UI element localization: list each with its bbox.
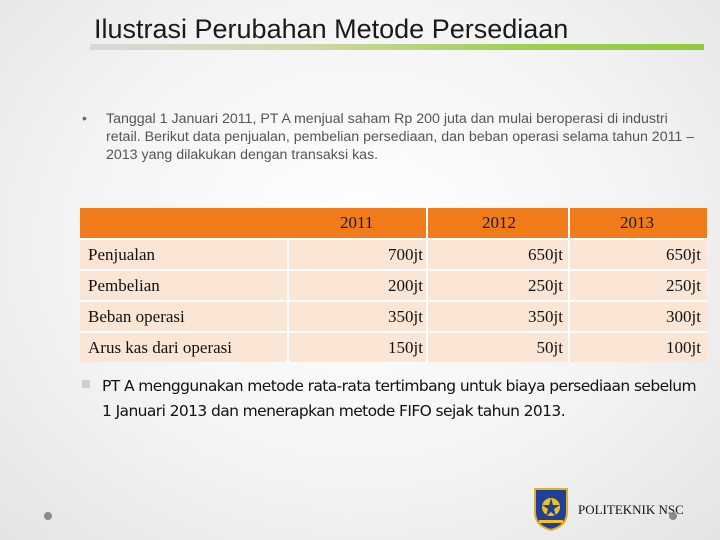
cell-2011: 350jt [388,307,423,326]
row-label: Penjualan [88,245,156,264]
intro-paragraph: Tanggal 1 Januari 2011, PT A menjual sah… [106,111,695,163]
column-divider [568,302,570,331]
column-divider [287,271,289,300]
table-row: Arus kas dari operasi 150jt 50jt 100jt [80,331,707,362]
column-divider [287,333,289,362]
title-underline [90,44,704,50]
decorative-dot [669,512,677,520]
cell-2012: 650jt [528,245,563,264]
cell-2012: 50jt [536,338,563,357]
column-divider [426,240,428,269]
footer-institution: POLITEKNIK NSC [578,502,684,517]
header-2013: 2013 [620,213,654,232]
cell-2013: 300jt [666,307,701,326]
row-label: Beban operasi [88,307,185,326]
politeknik-logo-icon [534,488,568,532]
table-row: Penjualan 700jt 650jt 650jt [80,238,707,269]
header-2012: 2012 [482,213,516,232]
column-divider [568,333,570,362]
slide-title: Ilustrasi Perubahan Metode Persediaan [94,14,569,44]
table-header-row: 2011 2012 2013 [80,208,707,238]
header-2011: 2011 [340,213,374,232]
cell-2012: 250jt [528,276,563,295]
cell-2013: 250jt [666,276,701,295]
header-divider [568,208,570,238]
column-divider [568,240,570,269]
cell-2011: 700jt [388,245,423,264]
column-divider [426,271,428,300]
cell-2013: 650jt [666,245,701,264]
data-table: 2011 2012 2013 Penjualan 700jt 650jt 650… [80,208,707,362]
bullet-marker: • [82,110,87,126]
method-paragraph: PT A menggunakan metode rata-rata tertim… [102,377,697,420]
cell-2011: 150jt [388,338,423,357]
cell-2013: 100jt [666,338,701,357]
table-row: Beban operasi 350jt 350jt 300jt [80,300,707,331]
column-divider [426,302,428,331]
header-divider [426,208,428,238]
cell-2011: 200jt [388,276,423,295]
column-divider [568,271,570,300]
table-row: Pembelian 200jt 250jt 250jt [80,269,707,300]
column-divider [287,302,289,331]
column-divider [287,240,289,269]
row-label: Arus kas dari operasi [88,338,232,357]
bullet-marker [82,380,90,388]
cell-2012: 350jt [528,307,563,326]
row-label: Pembelian [88,276,160,295]
decorative-dot [44,512,52,520]
column-divider [426,333,428,362]
